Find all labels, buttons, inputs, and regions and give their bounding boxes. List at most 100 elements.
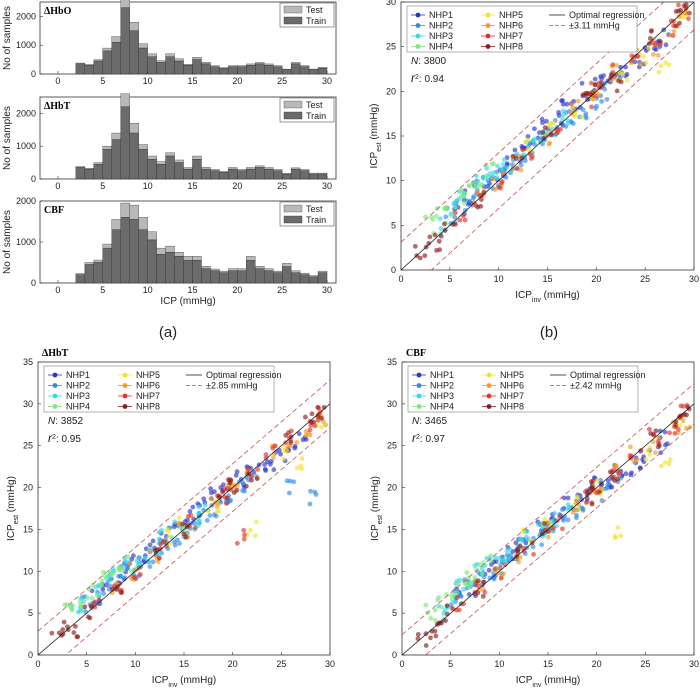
- data-point-nhp4: [69, 607, 75, 613]
- data-point-nhp1: [628, 472, 634, 478]
- data-point-nhp2: [498, 562, 504, 568]
- data-point-nhp8: [183, 534, 189, 540]
- data-point-nhp6: [232, 484, 237, 490]
- bar-train: [219, 68, 229, 75]
- x-tick-label: 5: [100, 285, 105, 295]
- bar-train: [228, 168, 238, 180]
- bar-train: [156, 254, 166, 284]
- points-layer: [412, 2, 692, 261]
- bar-test: [120, 93, 130, 108]
- data-point-nhp6: [270, 455, 276, 461]
- data-point-nhp7: [686, 16, 691, 22]
- x-tick-label: 10: [494, 274, 504, 284]
- data-point-nhp1: [663, 42, 669, 48]
- bar-train: [273, 66, 283, 75]
- data-point-nhp6: [575, 98, 581, 104]
- data-point-nhp4: [128, 568, 134, 574]
- regression-layer: [38, 379, 330, 655]
- data-point-nhp4: [463, 580, 469, 586]
- data-point-nhp4: [477, 562, 483, 567]
- data-point-nhp8: [427, 234, 433, 240]
- points-layer: [49, 404, 328, 640]
- data-point-nhp5: [594, 478, 600, 483]
- data-point-nhp7: [307, 427, 313, 433]
- data-point-nhp3: [441, 610, 447, 616]
- data-point-nhp8: [612, 478, 618, 483]
- bar-test: [156, 161, 166, 165]
- bar-test: [129, 123, 139, 134]
- data-point-nhp3: [196, 504, 202, 510]
- data-point-nhp8: [283, 432, 289, 438]
- y-tick-label: 2000: [16, 108, 36, 118]
- x-tick-label: 15: [187, 181, 197, 191]
- y-tick-label: 20: [387, 483, 397, 493]
- bar-train: [219, 272, 229, 284]
- bar-test: [129, 21, 139, 32]
- data-point-nhp2: [204, 517, 210, 523]
- data-point-nhp2: [583, 111, 589, 116]
- legend-label-band: ±3.11 mmHg: [569, 21, 620, 31]
- bar-train: [308, 69, 319, 75]
- data-point-nhp7: [681, 403, 686, 409]
- data-point-nhp8: [585, 490, 591, 496]
- legend-label-nhp5: NHP5: [500, 370, 524, 380]
- bar-train: [165, 56, 175, 75]
- data-point-nhp8: [61, 619, 67, 625]
- legend-marker-nhp1: [415, 12, 421, 18]
- legend-marker-nhp3: [415, 33, 421, 39]
- bar-train: [111, 42, 121, 75]
- data-point-nhp7: [629, 53, 635, 59]
- data-point-nhp8: [426, 240, 432, 246]
- bar-train: [290, 168, 301, 180]
- y-tick-label: 0: [392, 650, 397, 660]
- data-point-nhp2: [561, 517, 566, 523]
- data-point-nhp8: [542, 527, 548, 533]
- data-point-nhp8: [681, 3, 687, 9]
- bar-train: [192, 260, 202, 284]
- data-point-nhp7: [482, 589, 488, 595]
- data-point-nhp6: [501, 170, 507, 176]
- data-point-nhp5: [647, 452, 653, 458]
- data-point-nhp2: [565, 517, 571, 523]
- data-point-nhp7: [655, 439, 661, 444]
- bar-test: [174, 159, 184, 163]
- data-point-nhp8: [49, 630, 55, 636]
- data-point-nhp8: [510, 153, 516, 159]
- bar-train: [102, 247, 112, 284]
- x-tick-label: 5: [447, 274, 452, 284]
- x-tick-label: 0: [35, 659, 40, 669]
- data-point-nhp7: [263, 452, 269, 457]
- data-point-nhp7: [158, 541, 164, 547]
- bar-test: [246, 167, 256, 170]
- data-point-nhp8: [224, 495, 230, 501]
- x-tick-label: 10: [143, 76, 153, 86]
- y-tick-label: 25: [386, 42, 396, 52]
- data-point-nhp7: [185, 513, 191, 519]
- data-point-nhp7: [616, 469, 622, 475]
- y-axis-label: ICPest (mmHg): [370, 476, 384, 541]
- data-point-nhp5: [666, 461, 672, 467]
- bar-train: [228, 66, 238, 75]
- data-point-nhp8: [475, 578, 481, 584]
- data-point-nhp6: [147, 548, 153, 554]
- data-point-nhp1: [278, 451, 284, 457]
- data-point-nhp8: [541, 135, 547, 141]
- bar-train: [156, 164, 166, 180]
- data-point-nhp1: [559, 98, 564, 104]
- data-point-nhp5: [645, 448, 651, 454]
- bar-train: [264, 168, 274, 180]
- data-point-nhp4: [436, 594, 442, 600]
- y-tick-label: 0: [31, 278, 36, 288]
- bar-train: [219, 172, 229, 180]
- bar-test: [192, 256, 202, 261]
- data-point-nhp7: [613, 72, 619, 77]
- data-point-nhp2: [308, 488, 313, 494]
- data-point-nhp2: [580, 507, 586, 513]
- bar-train: [290, 272, 301, 284]
- bar-train: [84, 168, 95, 180]
- bar-test: [255, 62, 265, 65]
- data-point-nhp1: [292, 445, 298, 451]
- legend-label-train: Train: [306, 111, 326, 121]
